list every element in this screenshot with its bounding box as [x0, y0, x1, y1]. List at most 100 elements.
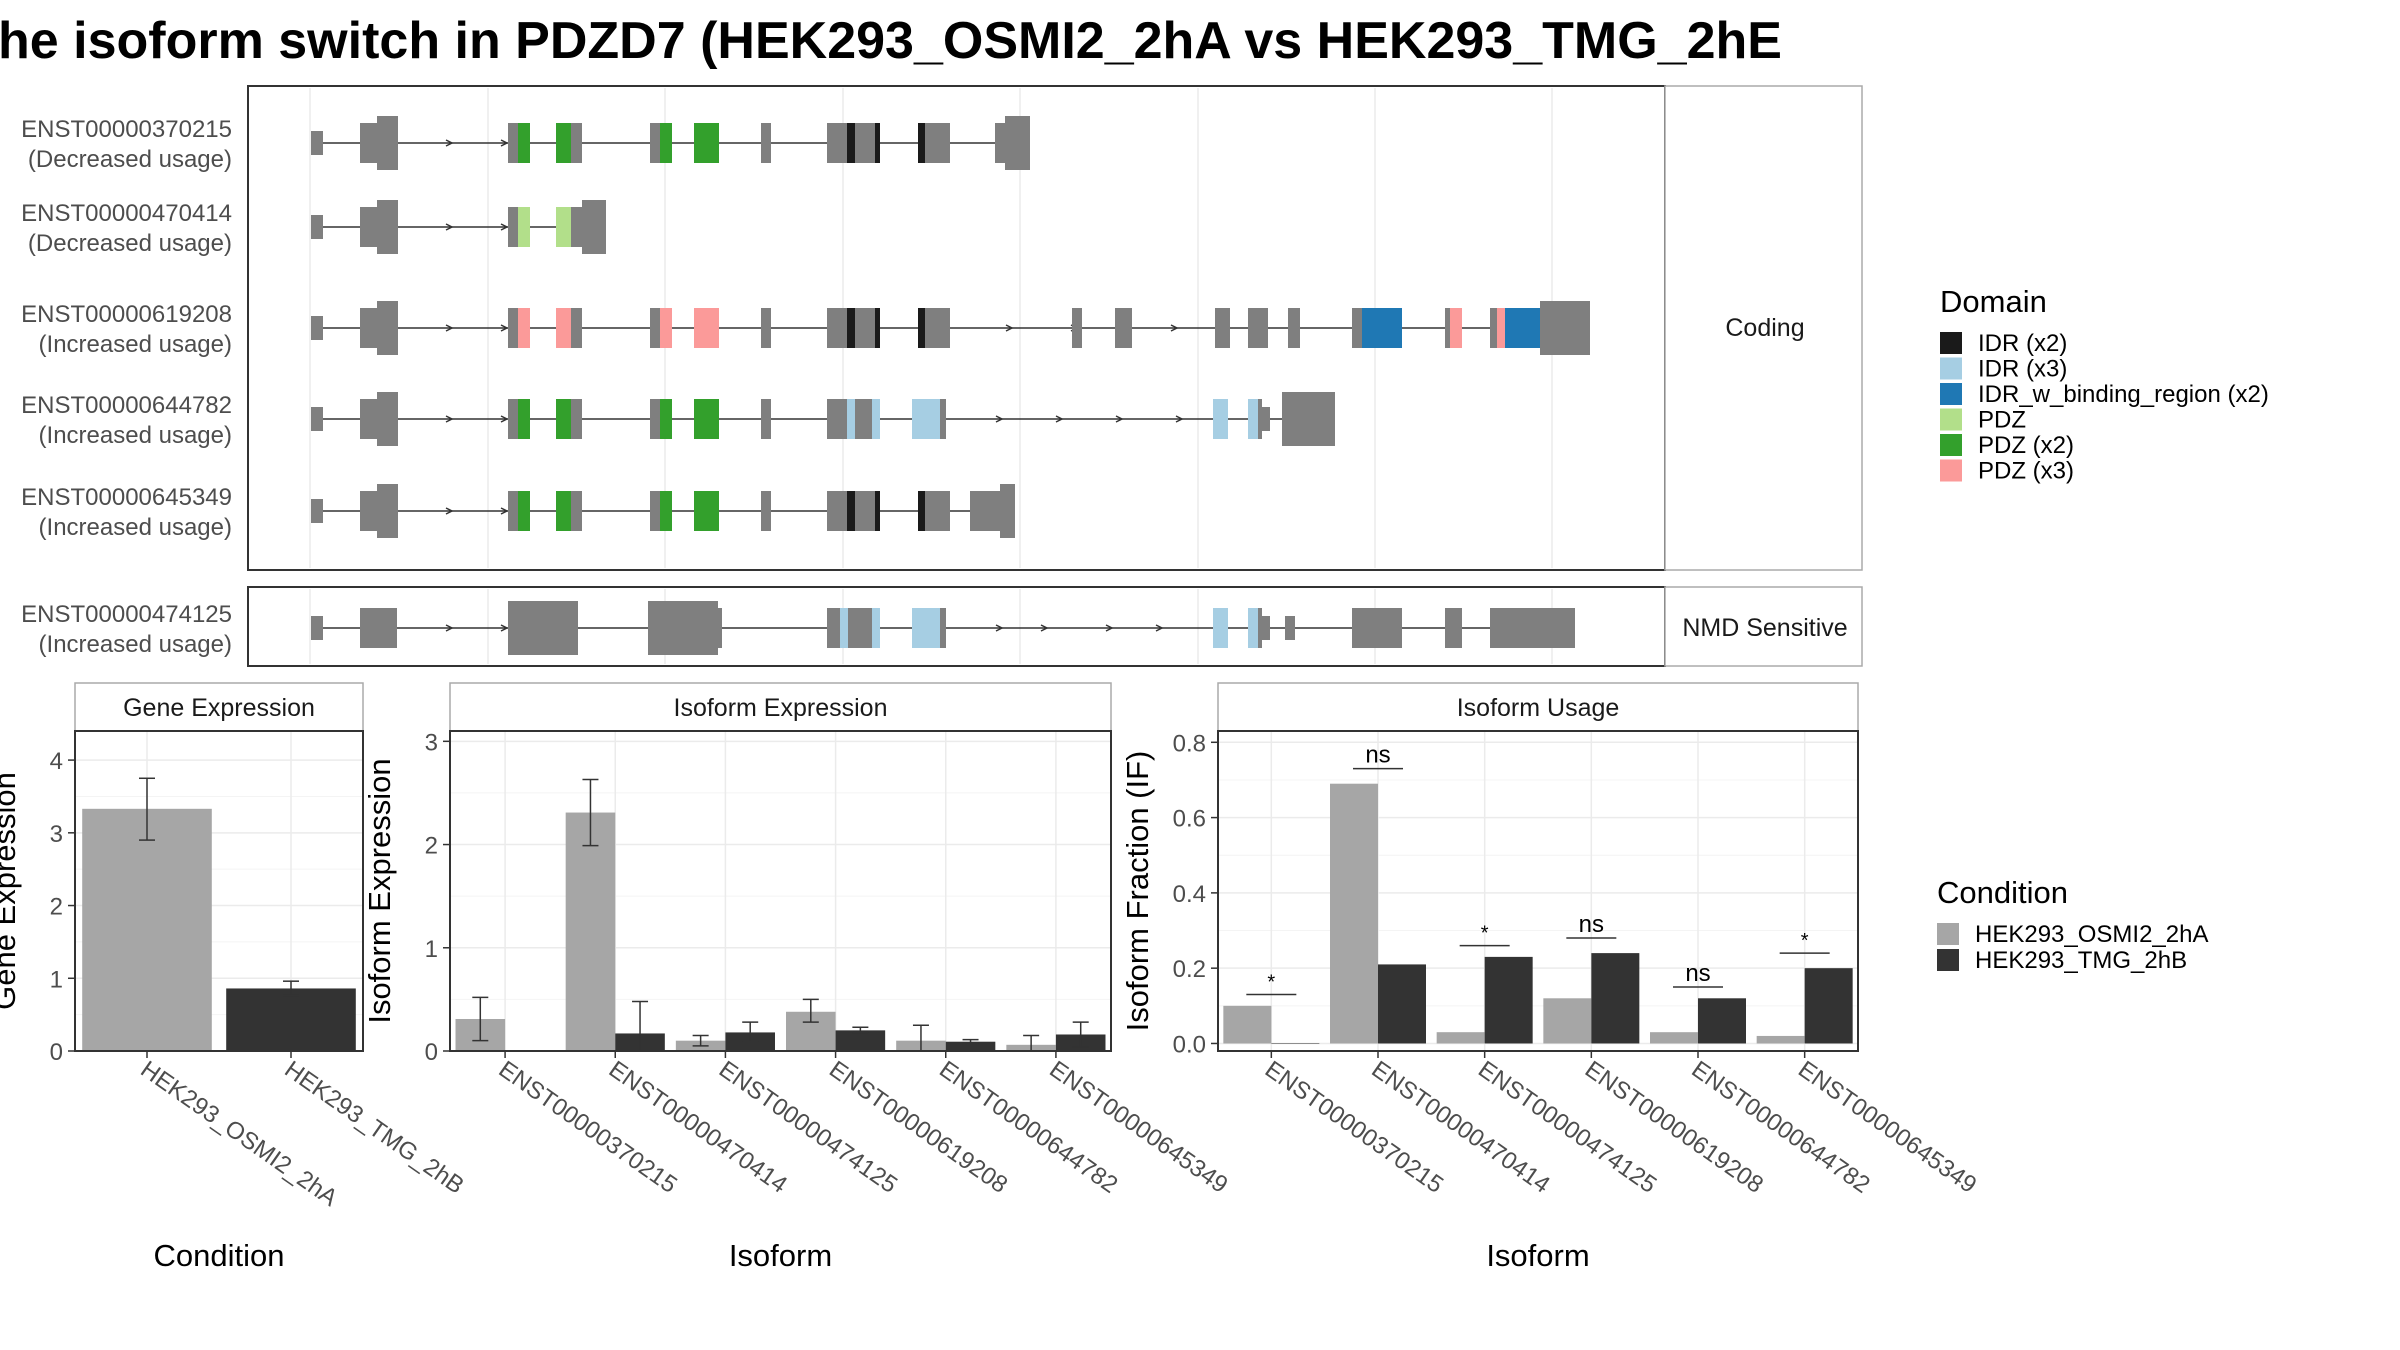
exon-block: [855, 399, 872, 439]
y-tick-label: 0.2: [1173, 956, 1206, 983]
y-axis-title: Isoform Expression: [362, 758, 397, 1023]
strand-arrow: [1115, 415, 1124, 423]
exon-block: [1285, 616, 1295, 640]
exon-block: [840, 123, 847, 163]
exon-block: [875, 123, 880, 163]
exon-block: [377, 392, 398, 446]
exon-block: [1445, 608, 1462, 648]
strand-arrow: [1175, 415, 1184, 423]
legend-label: HEK293_OSMI2_2hA: [1975, 921, 2208, 948]
bar: [945, 1041, 996, 1051]
y-tick-label: 0.8: [1173, 730, 1206, 757]
strand-arrow: [445, 139, 454, 147]
exon-block: [1115, 308, 1132, 348]
exon-block: [925, 491, 950, 531]
strand-arrow: [445, 624, 454, 632]
x-axis-title: Condition: [154, 1238, 285, 1273]
exon-block: [855, 123, 875, 163]
y-tick-label: 2: [425, 833, 438, 860]
plot-area: [1218, 731, 1858, 1051]
exon-block: [311, 316, 323, 340]
exon-block: [571, 123, 582, 163]
exon-block: [872, 608, 880, 648]
x-axis-title: Isoform: [1486, 1238, 1589, 1273]
exon-block: [712, 601, 718, 655]
exon-block: [377, 301, 398, 355]
bar: [1271, 1043, 1320, 1044]
significance-label: *: [1481, 923, 1489, 945]
y-tick-label: 1: [425, 936, 438, 963]
exon-block: [508, 491, 518, 531]
exon-block: [571, 207, 582, 247]
exon-block: [847, 123, 855, 163]
facet-strip: [74, 682, 364, 732]
exon-block: [311, 131, 323, 155]
exon-block: [827, 308, 840, 348]
exon-block: [518, 207, 530, 247]
transcript-usage-label: (Increased usage): [39, 631, 232, 658]
exon-block: [848, 608, 872, 648]
exon-block: [556, 207, 571, 247]
significance-label: ns: [1365, 742, 1390, 769]
strand-arrow: [500, 624, 509, 632]
legend-swatch: [1937, 949, 1959, 971]
exon-block: [1490, 308, 1497, 348]
bar: [1591, 953, 1640, 1044]
exon-block: [311, 215, 323, 239]
exon-block: [970, 491, 1000, 531]
exon-block: [827, 123, 840, 163]
bar: [1650, 1032, 1698, 1044]
strand-arrow: [445, 507, 454, 515]
exon-block: [918, 123, 925, 163]
transcript-id-label: ENST00000370215: [21, 116, 232, 143]
y-axis-title: Isoform Fraction (IF): [1120, 751, 1155, 1032]
y-tick-label: 0: [50, 1039, 63, 1066]
transcript-usage-label: (Increased usage): [39, 331, 232, 358]
plot-border: [74, 730, 364, 1052]
exon-block: [360, 207, 377, 247]
legend-label: IDR (x2): [1978, 330, 2067, 357]
figure-title: he isoform switch in PDZD7 (HEK293_OSMI2…: [0, 12, 1782, 70]
y-tick-label: 4: [50, 748, 63, 775]
exon-block: [377, 116, 398, 170]
exon-block: [840, 399, 847, 439]
exon-block: [912, 608, 940, 648]
significance-label: *: [1801, 930, 1809, 952]
x-tick-label: ENST00000645349: [1044, 1056, 1232, 1199]
x-axis-title: Isoform: [729, 1238, 832, 1273]
exon-block: [360, 123, 377, 163]
strand-arrow: [1040, 624, 1049, 632]
legend-swatch: [1937, 923, 1959, 945]
bar: [1223, 1005, 1272, 1044]
transcript-id-label: ENST00000644782: [21, 392, 232, 419]
exon-block: [840, 308, 847, 348]
exon-block: [508, 399, 518, 439]
exon-block: [1213, 399, 1228, 439]
y-tick-label: 3: [425, 729, 438, 756]
facet-strip-coding: [1664, 85, 1863, 571]
exon-block: [1248, 399, 1258, 439]
facet-strip-nmd: [1664, 586, 1863, 667]
bar: [1698, 998, 1746, 1044]
y-tick-label: 2: [50, 894, 63, 921]
exon-block: [650, 399, 660, 439]
y-tick-label: 3: [50, 821, 63, 848]
exon-block: [912, 399, 940, 439]
y-tick-label: 0.4: [1173, 881, 1206, 908]
exon-block: [694, 308, 719, 348]
exon-block: [556, 308, 571, 348]
plot-border: [1217, 730, 1859, 1052]
legend-title: Condition: [1937, 875, 2068, 910]
exon-block: [518, 308, 530, 348]
exon-block: [940, 608, 946, 648]
legend-title: Domain: [1940, 284, 2047, 319]
exon-block: [518, 399, 530, 439]
exon-block: [518, 123, 530, 163]
bar: [1804, 968, 1853, 1044]
bar: [1436, 1032, 1485, 1044]
y-tick-label: 0.0: [1173, 1031, 1206, 1058]
transcript-usage-label: (Decreased usage): [28, 146, 232, 173]
chart-title: Isoform Usage: [1457, 694, 1620, 722]
strand-arrow: [500, 223, 509, 231]
